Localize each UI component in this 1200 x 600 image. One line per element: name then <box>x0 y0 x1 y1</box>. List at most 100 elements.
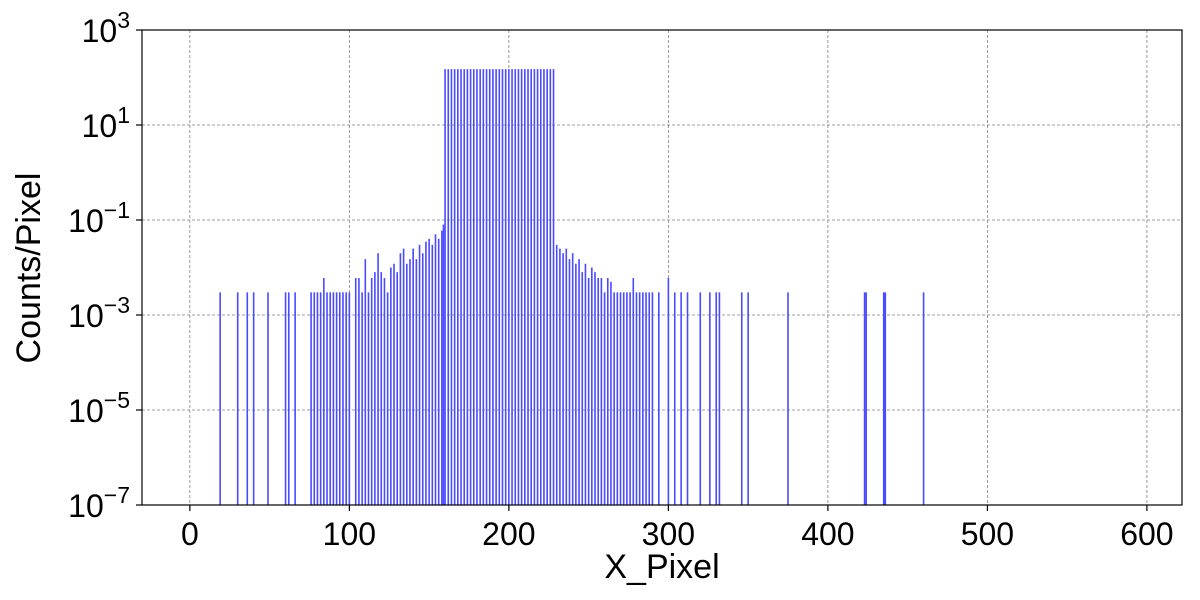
bar <box>863 292 866 505</box>
bar <box>246 292 249 505</box>
bar <box>335 292 338 505</box>
x-tick-label: 100 <box>323 516 376 552</box>
bar <box>219 292 221 505</box>
bar <box>514 69 517 505</box>
y-axis-ticks: 10−7 10−5 10−3 10−1 101 103 <box>68 7 142 524</box>
bar <box>310 292 312 505</box>
bar <box>252 292 255 505</box>
bar <box>715 292 718 505</box>
y-tick-label: 10−5 <box>68 387 130 429</box>
bar <box>463 69 466 505</box>
bar <box>508 69 510 505</box>
grid-lines <box>142 29 1182 506</box>
bar <box>284 292 287 505</box>
bar <box>431 244 434 505</box>
bar <box>552 69 555 505</box>
bar <box>342 292 344 505</box>
bar <box>441 230 443 506</box>
bar <box>645 292 647 505</box>
bar <box>476 69 478 505</box>
bar <box>444 69 446 505</box>
bar <box>632 278 635 505</box>
bar <box>418 244 421 505</box>
bar <box>370 278 373 505</box>
bar <box>348 292 351 505</box>
x-tick-label: 500 <box>961 516 1014 552</box>
bar <box>549 69 552 505</box>
bar <box>361 292 363 505</box>
bar <box>562 253 564 505</box>
bar <box>469 69 472 505</box>
bar <box>460 69 462 505</box>
bar <box>425 241 427 505</box>
bar <box>323 278 325 505</box>
y-tick-label: 10−7 <box>68 482 130 524</box>
bar <box>498 69 501 505</box>
bar <box>651 292 654 505</box>
bar <box>699 292 702 505</box>
bar <box>787 292 789 505</box>
bar <box>485 69 488 505</box>
bar <box>865 292 867 505</box>
bar <box>709 292 711 505</box>
x-tick-label: 0 <box>181 516 199 552</box>
bar <box>546 69 548 505</box>
bar <box>364 259 367 505</box>
y-tick-label: 10−3 <box>68 292 130 334</box>
bar <box>536 69 539 505</box>
bar <box>294 292 296 505</box>
bar <box>495 69 497 505</box>
bar <box>504 69 507 505</box>
bar <box>479 69 481 505</box>
bar <box>236 292 239 505</box>
bar <box>396 272 399 505</box>
bar <box>412 248 414 505</box>
bar <box>539 69 542 505</box>
bar <box>329 292 332 505</box>
y-tick-label: 101 <box>82 102 130 144</box>
bar <box>517 69 520 505</box>
bar <box>648 292 651 505</box>
bar <box>383 278 386 505</box>
bar <box>597 278 599 505</box>
plot-frame <box>141 29 1183 506</box>
bar <box>453 69 456 505</box>
bar <box>747 292 749 505</box>
bar <box>884 292 887 505</box>
bar <box>616 292 619 505</box>
bar <box>619 292 622 505</box>
bar <box>338 292 341 505</box>
x-tick-label: 300 <box>642 516 695 552</box>
bar <box>658 292 660 505</box>
bar <box>680 292 682 505</box>
bar <box>718 292 721 505</box>
bar <box>524 69 526 505</box>
bar <box>316 292 319 505</box>
x-tick-label: 600 <box>1120 516 1173 552</box>
bar <box>415 259 418 505</box>
bar <box>472 69 475 505</box>
bar <box>520 69 523 505</box>
bar <box>600 278 603 505</box>
bar <box>421 253 424 505</box>
bar <box>405 263 408 505</box>
y-tick-label: 10−1 <box>68 197 130 239</box>
bar <box>466 69 469 505</box>
bar <box>393 263 395 505</box>
y-tick-label: 103 <box>82 7 130 49</box>
bar <box>610 281 612 505</box>
y-axis-label: Counts/Pixel <box>10 173 48 364</box>
bar <box>367 292 370 505</box>
bar <box>354 278 357 505</box>
bar <box>571 253 574 505</box>
x-tick-label: 400 <box>801 516 854 552</box>
bar <box>437 238 440 505</box>
bar <box>629 292 631 505</box>
bar <box>622 292 625 505</box>
bar <box>594 272 596 505</box>
bar <box>386 292 389 505</box>
bar <box>399 253 402 505</box>
bar <box>555 244 558 505</box>
x-tick-label: 200 <box>482 516 535 552</box>
